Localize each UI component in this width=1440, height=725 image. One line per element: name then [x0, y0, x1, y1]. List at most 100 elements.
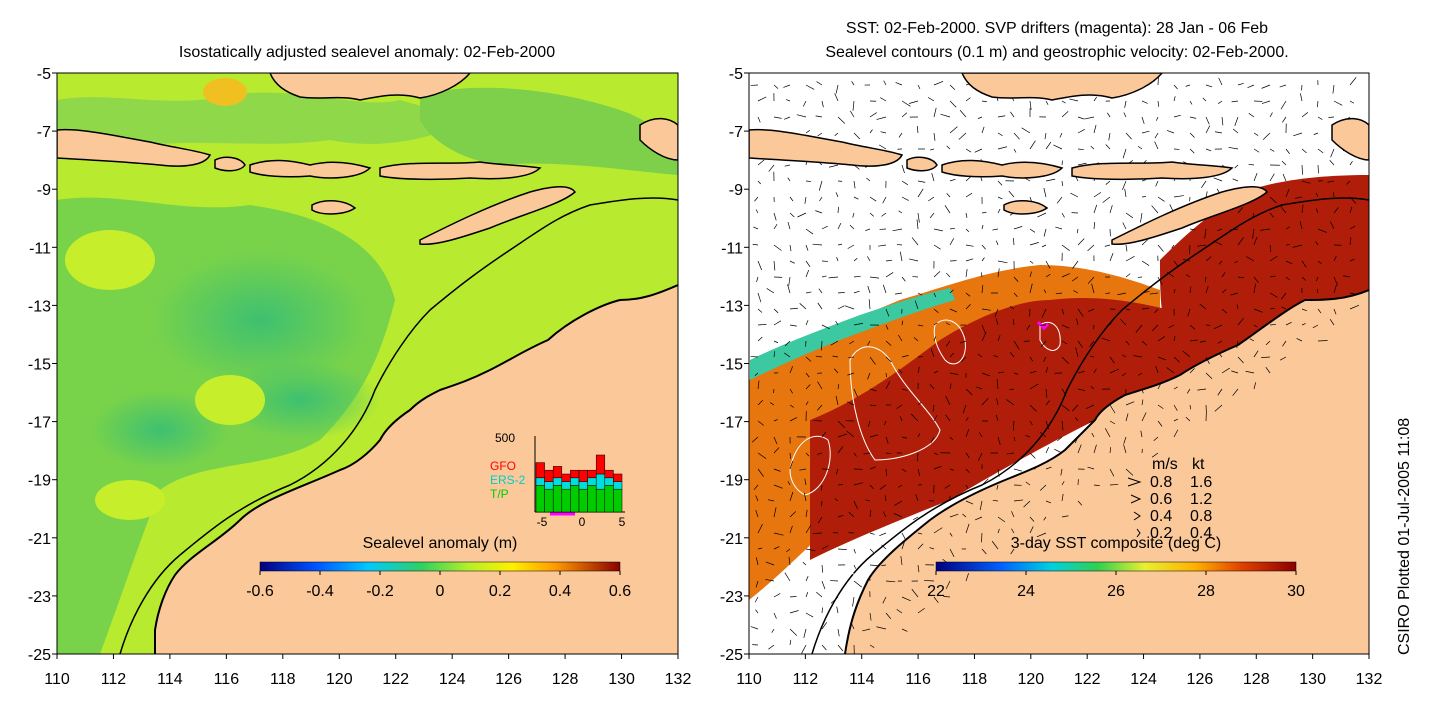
inset-ymax-label: 500 [495, 431, 515, 445]
right-y-tick-label: -15 [720, 357, 743, 374]
left-colorbar-label: Sealevel anomaly (m) [363, 535, 518, 552]
left-x-tick-label: 112 [101, 671, 127, 688]
legend-ers2: ERS-2 [490, 473, 526, 487]
left-colorbar-tick-label: 0 [436, 583, 445, 600]
inset-bar-ers2 [545, 482, 554, 490]
legend-tp: T/P [490, 487, 509, 501]
inset-bar-gfo [536, 463, 545, 478]
left-colorbar-strip [260, 562, 620, 571]
velocity-legend-header-ms: m/s [1152, 456, 1178, 473]
inset-bar-ers2 [596, 474, 605, 489]
inset-bar-gfo [562, 474, 571, 482]
left-x-tick-label: 130 [608, 671, 635, 688]
right-x-tick-label: 124 [1130, 671, 1157, 688]
right-colorbar-tick-label: 28 [1197, 583, 1215, 600]
inset-bar-ers2 [536, 478, 545, 486]
inset-bar-gfo [570, 470, 579, 478]
left-y-tick-label: -23 [28, 589, 51, 606]
inset-bar-ers2 [613, 482, 622, 490]
left-y-tick-label: -9 [37, 182, 51, 199]
left-sea-orange-spot [203, 78, 247, 106]
left-x-tick-label: 118 [270, 671, 296, 688]
inset-bar-gfo [545, 470, 554, 481]
right-x-tick-label: 112 [793, 671, 819, 688]
left-panel-title: Isostatically adjusted sealevel anomaly:… [179, 44, 555, 61]
left-colorbar-tick-label: 0.4 [549, 583, 571, 600]
left-colorbar-tick-label: -0.2 [366, 583, 394, 600]
inset-bar-tp [588, 485, 597, 512]
right-colorbar-strip [936, 562, 1296, 571]
left-colorbar-tick-label: 0.6 [609, 583, 631, 600]
left-y-tick-label: -11 [29, 240, 51, 257]
right-x-tick-label: 132 [1356, 671, 1383, 688]
right-y-tick-label: -9 [729, 182, 743, 199]
left-x-tick-label: 124 [439, 671, 466, 688]
left-colorbar-tick-label: 0.2 [489, 583, 511, 600]
velocity-legend-ms: 0.8 [1150, 474, 1172, 491]
right-colorbar-tick-label: 26 [1107, 583, 1125, 600]
right-x-tick-label: 126 [1187, 671, 1214, 688]
velocity-legend-kt: 1.6 [1190, 474, 1212, 491]
left-y-tick-label: -25 [28, 647, 51, 664]
right-x-tick-label: 114 [849, 671, 875, 688]
inset-bar-ers2 [553, 478, 562, 486]
left-colorbar-tick-label: -0.4 [306, 583, 334, 600]
left-x-tick-label: 128 [552, 671, 579, 688]
left-y-tick-label: -7 [37, 124, 51, 141]
inset-bar-ers2 [570, 478, 579, 486]
right-x-tick-label: 120 [1017, 671, 1044, 688]
plot-credit: CSIRO Plotted 01-Jul-2005 11:08 [1396, 418, 1413, 655]
velocity-legend-kt: 1.2 [1190, 491, 1212, 508]
inset-xtick: -5 [537, 515, 548, 529]
right-panel-title-line2: Sealevel contours (0.1 m) and geostrophi… [825, 44, 1288, 61]
right-y-tick-label: -23 [720, 589, 743, 606]
inset-bar-tp [570, 485, 579, 512]
left-x-tick-label: 122 [382, 671, 409, 688]
right-colorbar-tick-label: 22 [927, 583, 945, 600]
inset-bar-tp [562, 489, 571, 512]
right-y-tick-label: -7 [729, 124, 743, 141]
inset-bar-gfo [553, 466, 562, 477]
inset-bar-tp [545, 489, 554, 512]
inset-bar-ers2 [562, 482, 571, 490]
left-colorbar-tick-label: -0.6 [246, 583, 274, 600]
inset-bar-gfo [588, 470, 597, 478]
right-y-tick-label: -17 [720, 415, 743, 432]
inset-bar-gfo [596, 455, 605, 474]
inset-xtick: 5 [619, 515, 626, 529]
inset-bar-tp [579, 489, 588, 512]
right-panel-title-line1: SST: 02-Feb-2000. SVP drifters (magenta)… [846, 20, 1268, 37]
velocity-legend-header-kt: kt [1192, 456, 1205, 473]
left-x-tick-label: 110 [44, 671, 70, 688]
velocity-legend-ms: 0.6 [1150, 491, 1172, 508]
right-y-tick-label: -25 [720, 647, 743, 664]
right-x-tick-label: 110 [736, 671, 762, 688]
left-y-tick-label: -5 [37, 66, 51, 83]
right-x-tick-label: 118 [962, 671, 988, 688]
right-x-tick-label: 130 [1299, 671, 1326, 688]
left-sea-yellow-blob [95, 480, 165, 520]
inset-bar-gfo [579, 470, 588, 481]
inset-bar-tp [536, 485, 545, 512]
inset-bar-gfo [613, 474, 622, 482]
inset-bar-tp [596, 489, 605, 512]
inset-bar-tp [613, 489, 622, 512]
left-y-tick-label: -19 [28, 473, 51, 490]
left-sea-yellow-blob [65, 230, 155, 290]
inset-bar-ers2 [605, 478, 614, 486]
inset-bar-gfo [605, 470, 614, 478]
left-sea-yellow-blob [195, 375, 265, 425]
right-y-tick-label: -5 [729, 66, 743, 83]
right-x-tick-label: 122 [1074, 671, 1101, 688]
right-colorbar-label: 3-day SST composite (deg C) [1011, 535, 1221, 552]
left-y-tick-label: -21 [28, 531, 51, 548]
right-y-tick-label: -11 [721, 240, 743, 257]
inset-xtick: 0 [579, 515, 586, 529]
right-x-tick-label: 116 [905, 671, 931, 688]
inset-bar-ers2 [588, 478, 597, 486]
right-colorbar-tick-label: 24 [1017, 583, 1035, 600]
legend-gfo: GFO [490, 459, 516, 473]
left-x-tick-label: 120 [326, 671, 353, 688]
left-x-tick-label: 132 [665, 671, 692, 688]
left-y-tick-label: -13 [28, 298, 51, 315]
